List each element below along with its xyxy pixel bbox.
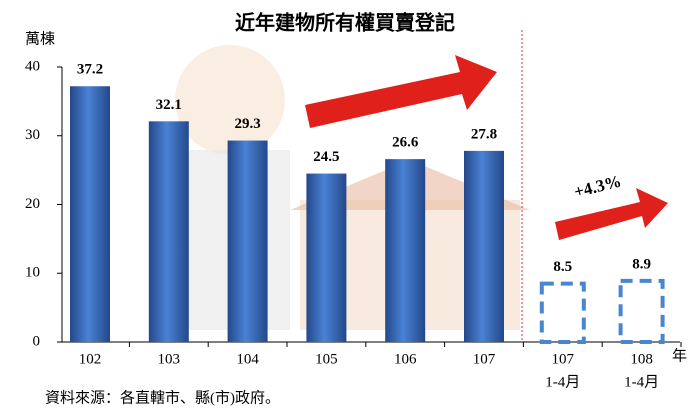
- value-label: 37.2: [77, 62, 103, 78]
- bar: [306, 174, 346, 342]
- x-tick-label: 104: [236, 351, 259, 367]
- bar: [385, 159, 425, 342]
- bar: [149, 121, 189, 342]
- y-axis-label: 萬棟: [25, 30, 55, 47]
- x-axis-label: 年: [672, 347, 687, 364]
- y-tick-label: 0: [33, 333, 41, 349]
- bar: [464, 151, 504, 342]
- trend-arrow: [555, 188, 668, 240]
- value-label: 29.3: [234, 116, 260, 132]
- bar: [70, 86, 110, 342]
- y-tick-label: 40: [25, 58, 40, 74]
- value-label: 32.1: [156, 97, 182, 113]
- value-label: 8.5: [553, 259, 572, 275]
- bar: [621, 281, 663, 342]
- y-tick-label: 10: [25, 265, 40, 281]
- chart: 近年建物所有權買賣登記 萬棟 年 +4.3% 資料來源：各直轄市、縣(市)政府。…: [0, 0, 690, 412]
- source-note: 資料來源：各直轄市、縣(市)政府。: [45, 389, 280, 406]
- bar: [542, 284, 584, 342]
- x-tick-label: 102: [79, 351, 102, 367]
- y-tick-label: 30: [25, 127, 40, 143]
- background-figure: [175, 45, 285, 155]
- x-tick-label: 107: [473, 351, 496, 367]
- chart-title: 近年建物所有權買賣登記: [235, 11, 455, 35]
- x-tick-label: 107: [552, 351, 575, 367]
- annotation: +4.3%: [572, 171, 623, 201]
- value-label: 8.9: [632, 256, 651, 272]
- bar: [228, 141, 268, 342]
- x-tick-label: 103: [158, 351, 181, 367]
- y-tick-label: 20: [25, 196, 40, 212]
- value-label: 26.6: [392, 135, 419, 151]
- x-tick-note: 1-4月: [545, 374, 580, 390]
- x-tick-note: 1-4月: [624, 374, 659, 390]
- x-tick-label: 105: [315, 351, 338, 367]
- x-tick-label: 106: [394, 351, 417, 367]
- trend-arrow: [305, 55, 497, 128]
- x-tick-label: 108: [630, 351, 653, 367]
- value-label: 24.5: [313, 149, 339, 165]
- value-label: 27.8: [471, 126, 497, 142]
